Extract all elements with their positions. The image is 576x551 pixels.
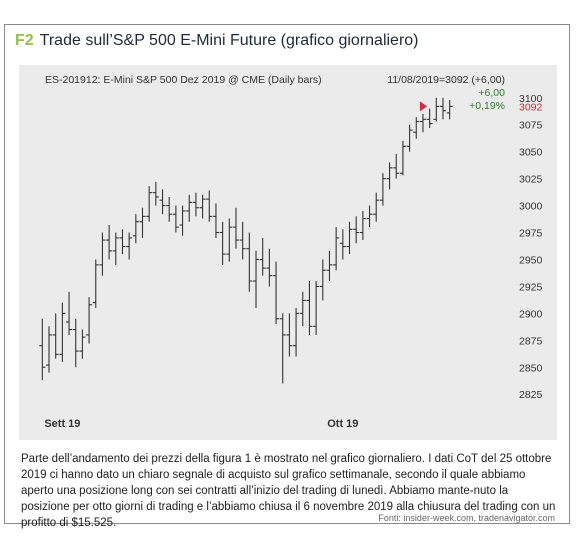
chart-symbol-line: ES-201912: E-Mini S&P 500 Dez 2019 @ CME… bbox=[45, 74, 322, 86]
ohlc-bar bbox=[386, 162, 393, 190]
ohlc-bar bbox=[319, 259, 326, 301]
ohlc-bar bbox=[106, 224, 113, 260]
y-tick-label: 3025 bbox=[519, 174, 543, 186]
figure-title: F2 Trade sull’S&P 500 E-Mini Future (graf… bbox=[15, 32, 419, 50]
chart-change-pct: +0,19% bbox=[469, 100, 505, 112]
ohlc-bar bbox=[139, 207, 146, 238]
figure-number: F2 bbox=[15, 32, 34, 49]
ohlc-bar bbox=[266, 248, 273, 287]
last-price-marker bbox=[419, 101, 427, 112]
ohlc-bar bbox=[259, 237, 266, 276]
y-tick-label: 2950 bbox=[519, 254, 543, 266]
ohlc-bar bbox=[199, 194, 206, 219]
ohlc-bar bbox=[159, 189, 166, 215]
ohlc-bar bbox=[419, 113, 426, 133]
ohlc-bar bbox=[232, 207, 239, 249]
ohlc-bar bbox=[273, 261, 280, 325]
chart-last-line: 11/08/2019=3092 (+6,00) bbox=[387, 74, 505, 86]
ohlc-bar bbox=[119, 229, 126, 255]
ohlc-bar bbox=[299, 291, 306, 327]
ohlc-bar bbox=[286, 313, 293, 357]
ohlc-bar bbox=[152, 181, 159, 206]
ohlc-bar bbox=[206, 190, 213, 222]
y-tick-label: 3050 bbox=[519, 147, 543, 159]
ohlc-bar bbox=[239, 221, 246, 260]
ohlc-bar bbox=[132, 214, 139, 244]
ohlc-bar bbox=[46, 326, 53, 373]
y-tick-label: 2825 bbox=[519, 389, 543, 401]
ohlc-bar bbox=[326, 250, 333, 282]
ohlc-bar bbox=[166, 196, 173, 222]
ohlc-bar bbox=[52, 313, 59, 359]
ohlc-bar bbox=[59, 302, 66, 362]
ohlc-bar bbox=[413, 117, 420, 139]
ohlc-bar bbox=[99, 232, 106, 276]
ohlc-bar bbox=[79, 329, 86, 359]
x-tick-label: Sett 19 bbox=[44, 418, 80, 430]
ohlc-bar bbox=[126, 232, 133, 260]
ohlc-bar bbox=[172, 205, 179, 233]
y-tick-label: 2850 bbox=[519, 362, 543, 374]
ohlc-bar bbox=[393, 153, 400, 179]
ohlc-bar bbox=[399, 140, 406, 176]
ohlc-bar bbox=[112, 232, 119, 265]
x-tick-label: Ott 19 bbox=[327, 418, 358, 430]
ohlc-bar bbox=[39, 318, 46, 381]
ohlc-bar bbox=[426, 108, 433, 128]
ohlc-bar bbox=[226, 218, 233, 262]
ohlc-bar bbox=[92, 259, 99, 308]
ohlc-bar bbox=[373, 192, 380, 222]
y-tick-label: 3100 bbox=[519, 93, 543, 105]
ohlc-bar bbox=[433, 97, 440, 122]
y-tick-label: 2975 bbox=[519, 228, 543, 240]
ohlc-bar bbox=[439, 97, 446, 120]
ohlc-bar bbox=[446, 99, 453, 120]
figure-card: F2 Trade sull’S&P 500 E-Mini Future (graf… bbox=[4, 24, 570, 529]
figure-source: Fonti: insider-week.com, tradenavigator.… bbox=[378, 513, 555, 523]
ohlc-bar bbox=[359, 210, 366, 241]
ohlc-bar bbox=[192, 192, 199, 217]
ohlc-bar bbox=[212, 203, 219, 238]
ohlc-bar bbox=[246, 232, 253, 292]
ohlc-bar bbox=[72, 318, 79, 368]
chart-change-abs: +6,00 bbox=[478, 87, 505, 99]
chart-panel: ES-201912: E-Mini S&P 500 Dez 2019 @ CME… bbox=[19, 65, 557, 440]
ohlc-bar bbox=[146, 186, 153, 222]
y-tick-label: 2875 bbox=[519, 335, 543, 347]
ohlc-bar bbox=[366, 205, 373, 228]
ohlc-chart: ES-201912: E-Mini S&P 500 Dez 2019 @ CME… bbox=[39, 74, 543, 430]
figure-title-text: Trade sull’S&P 500 E-Mini Future (grafic… bbox=[39, 32, 419, 49]
ohlc-bar bbox=[293, 307, 300, 357]
ohlc-bar bbox=[279, 313, 286, 384]
ohlc-bar bbox=[186, 194, 193, 222]
y-tick-label: 2900 bbox=[519, 308, 543, 320]
ohlc-bar bbox=[86, 297, 93, 344]
ohlc-bar bbox=[379, 173, 386, 206]
y-tick-label: 2925 bbox=[519, 281, 543, 293]
ohlc-bar bbox=[219, 221, 226, 265]
y-tick-label: 3000 bbox=[519, 201, 543, 213]
ohlc-bar bbox=[339, 229, 346, 260]
ohlc-bar bbox=[353, 216, 360, 244]
ohlc-bar bbox=[333, 227, 340, 271]
ohlc-bar bbox=[306, 281, 313, 335]
ohlc-bar bbox=[253, 250, 260, 308]
ohlc-bar bbox=[66, 291, 73, 335]
last-price-label: 3092 bbox=[519, 101, 543, 113]
y-tick-label: 3075 bbox=[519, 120, 543, 132]
ohlc-bar bbox=[179, 205, 186, 236]
ohlc-bar bbox=[346, 221, 353, 255]
ohlc-bar bbox=[406, 124, 413, 152]
ohlc-bar bbox=[313, 281, 320, 335]
figure-caption: Parte dell’andamento dei prezzi della fi… bbox=[21, 453, 556, 529]
